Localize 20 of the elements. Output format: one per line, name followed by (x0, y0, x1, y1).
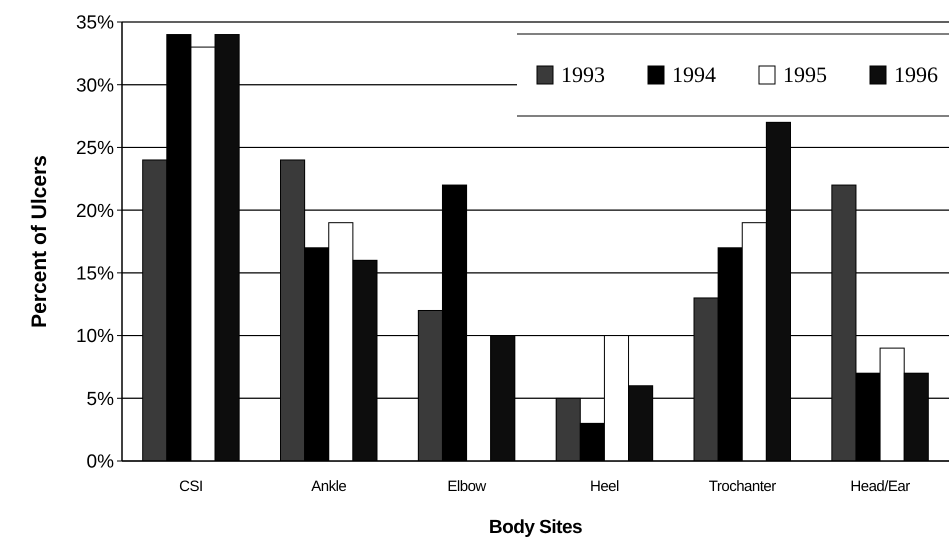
y-tick-label: 5% (86, 388, 114, 410)
y-tick-label: 25% (76, 138, 114, 160)
x-tick-label: CSI (179, 478, 203, 495)
legend-label: 1996 (894, 62, 938, 87)
y-tick-label: 10% (76, 326, 114, 348)
y-tick-label: 0% (86, 452, 114, 473)
legend-label: 1994 (672, 62, 716, 87)
x-tick-label: Trochanter (708, 478, 776, 495)
legend-label: 1995 (783, 62, 827, 87)
x-tick-label: Head/Ear (850, 478, 910, 495)
y-axis-title: Percent of Ulcers (28, 155, 51, 328)
y-tick-label: 15% (76, 264, 114, 285)
y-tick-label: 35% (76, 12, 114, 34)
x-tick-label: Elbow (447, 478, 486, 495)
x-tick-label: Ankle (311, 478, 346, 495)
legend-label: 1993 (561, 62, 605, 87)
x-axis-title: Body Sites (488, 517, 582, 538)
y-tick-label: 20% (76, 200, 114, 222)
y-tick-label: 30% (76, 75, 114, 96)
x-tick-label: Heel (590, 478, 620, 495)
